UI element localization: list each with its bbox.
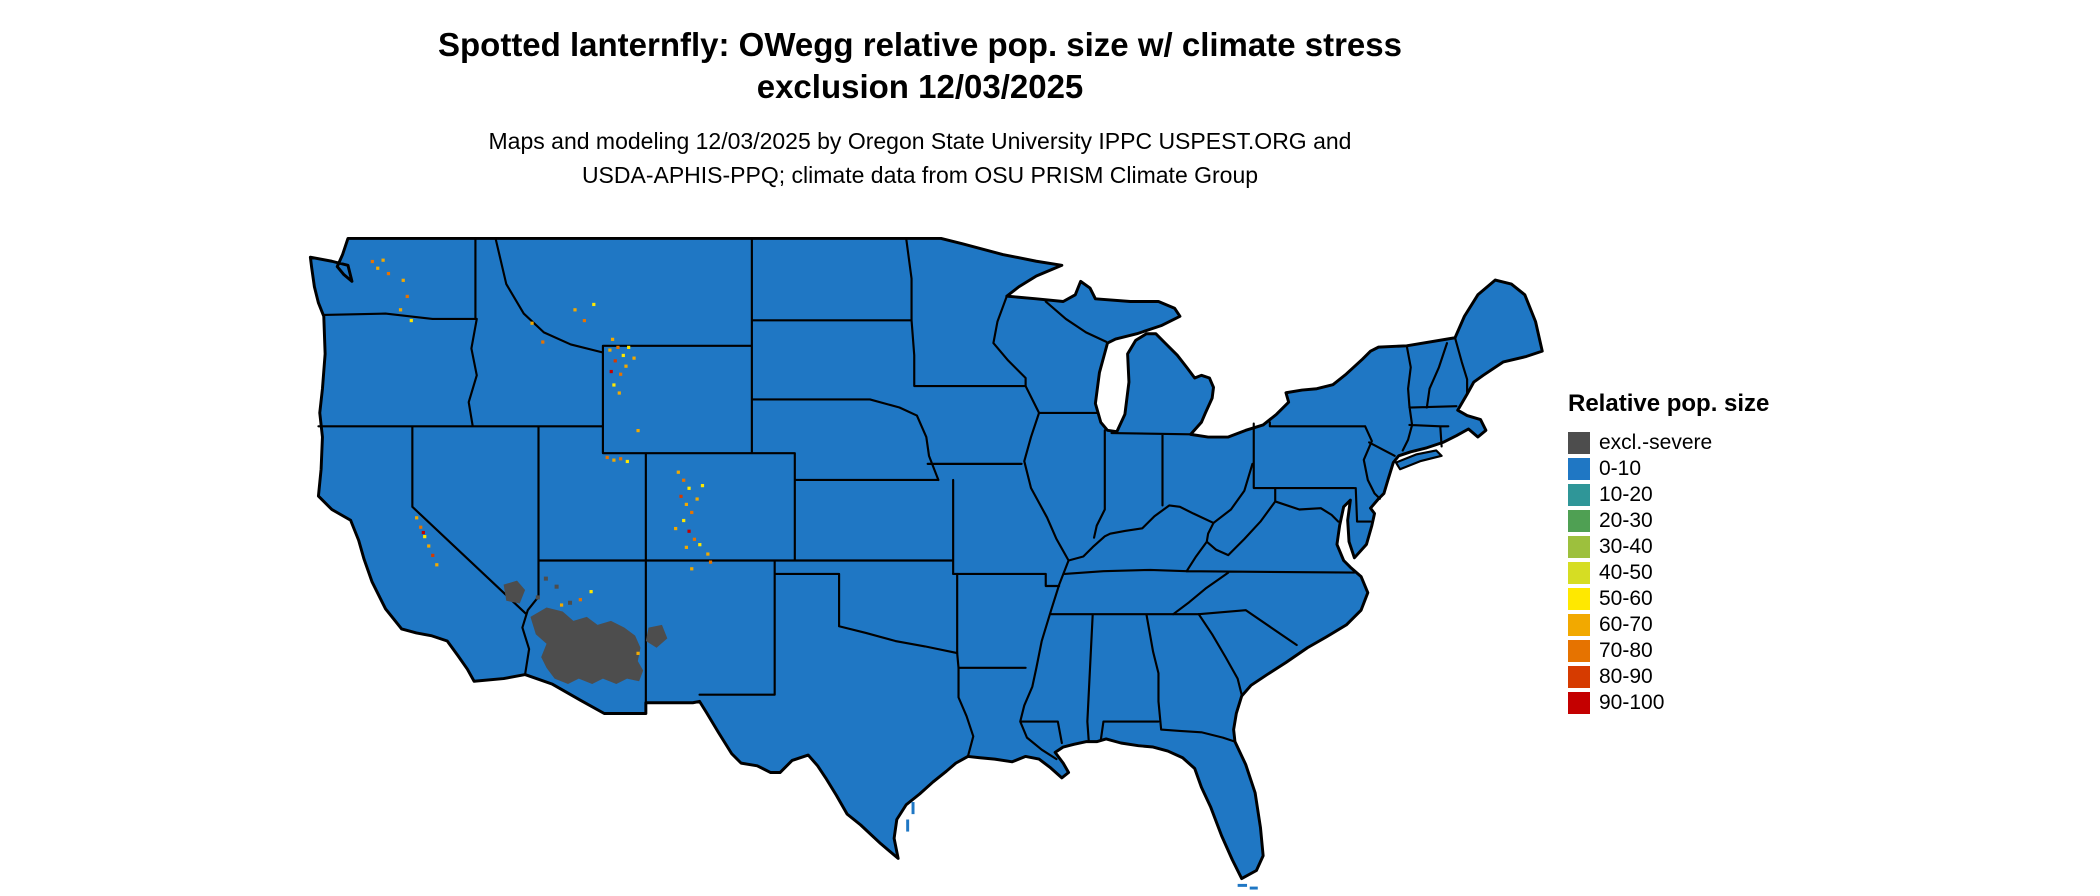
legend-label: 70-80 — [1599, 639, 1653, 662]
legend-label: 90-100 — [1599, 691, 1665, 714]
legend-swatch — [1568, 666, 1590, 688]
legend-item: 60-70 — [1568, 614, 1769, 636]
legend-label: excl.-severe — [1599, 431, 1713, 454]
legend-item: excl.-severe — [1568, 432, 1769, 454]
legend-item: 0-10 — [1568, 458, 1769, 480]
legend-item: 30-40 — [1568, 536, 1769, 558]
legend-label: 80-90 — [1599, 665, 1653, 688]
us-map — [305, 225, 1553, 896]
legend-label: 10-20 — [1599, 483, 1653, 506]
legend-item: 10-20 — [1568, 484, 1769, 506]
us-map-svg — [308, 236, 1544, 890]
header: Spotted lanternfly: OWegg relative pop. … — [0, 24, 1840, 192]
legend-swatch — [1568, 510, 1590, 532]
legend-title: Relative pop. size — [1568, 390, 1770, 417]
legend-label: 0-10 — [1599, 457, 1642, 480]
long-island — [1394, 449, 1443, 471]
subtitle-line2: USDA-APHIS-PPQ; climate data from OSU PR… — [581, 162, 1259, 188]
legend-swatch — [1568, 536, 1590, 558]
subtitle-line1: Maps and modeling 12/03/2025 by Oregon S… — [488, 128, 1352, 154]
legend-swatch — [1568, 614, 1590, 636]
legend-swatch — [1568, 588, 1590, 610]
legend-swatch — [1568, 432, 1590, 454]
legend-item: 90-100 — [1568, 692, 1769, 714]
excluded-region-arizona — [530, 607, 644, 684]
legend-item: 70-80 — [1568, 640, 1769, 662]
legend-item: 20-30 — [1568, 510, 1769, 532]
legend-label: 20-30 — [1599, 509, 1653, 532]
legend-list: excl.-severe 0-10 10-20 20-30 30-40 40-50 50-6… — [1568, 432, 1769, 714]
legend-label: 60-70 — [1599, 613, 1653, 636]
page-title-line1: Spotted lanternfly: OWegg relative pop. … — [438, 26, 1402, 63]
state-borders — [317, 237, 1469, 761]
legend-swatch — [1568, 562, 1590, 584]
legend-item: 40-50 — [1568, 562, 1769, 584]
page-title-line2: exclusion 12/03/2025 — [756, 68, 1084, 105]
legend-label: 50-60 — [1599, 587, 1653, 610]
legend-swatch — [1568, 458, 1590, 480]
excluded-region-california — [503, 580, 526, 604]
legend-item: 80-90 — [1568, 666, 1769, 688]
legend-item: 50-60 — [1568, 588, 1769, 610]
coastal-islands — [906, 802, 1258, 890]
hotspot-speckles — [370, 258, 713, 655]
us-outline — [308, 236, 1544, 890]
legend-label: 30-40 — [1599, 535, 1653, 558]
legend-swatch — [1568, 692, 1590, 714]
subtitle: Maps and modeling 12/03/2025 by Oregon S… — [0, 124, 1840, 192]
legend: Relative pop. size excl.-severe 0-10 10-20… — [1568, 390, 1769, 718]
excluded-region-new-mexico — [645, 624, 668, 648]
excluded-region — [503, 576, 668, 684]
legend-swatch — [1568, 484, 1590, 506]
legend-label: 40-50 — [1599, 561, 1653, 584]
legend-swatch — [1568, 640, 1590, 662]
